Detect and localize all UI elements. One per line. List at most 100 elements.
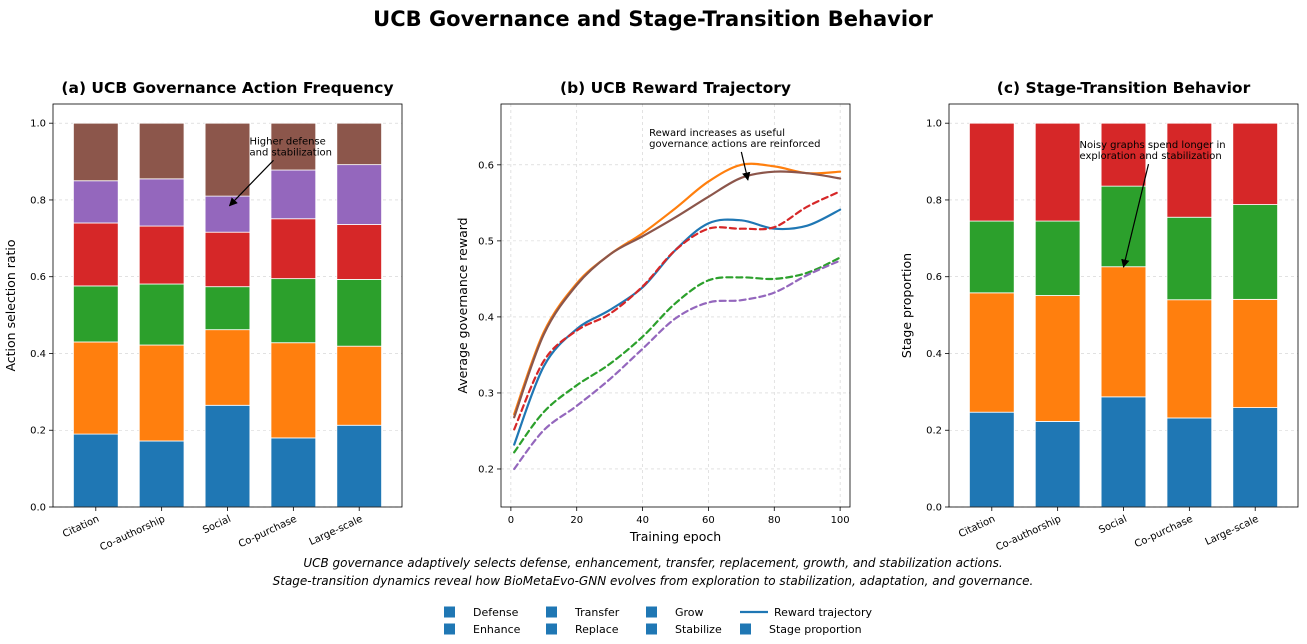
annotation-arrow [1121,163,1150,268]
legend-square-swatch [444,623,455,635]
bar-segment [969,292,1015,413]
annotation-text: Reward increases as useful [649,128,785,139]
series-line [513,256,842,454]
bar-segment [1100,396,1147,508]
series-line [513,208,842,446]
bar-segment [1034,122,1081,222]
y-tick-label: 0.8 [30,195,46,206]
y-tick-label: 0.2 [30,426,46,437]
bar-segment [270,342,317,439]
x-tick-label: Citation [61,514,101,540]
y-tick-label: 0.4 [478,312,494,323]
bar-segment [336,345,382,426]
bar-segment [1232,204,1278,300]
y-axis-label: Average governance reward [455,217,470,393]
legend: Defense Enhance Transfer Replace Grow Stabili… [444,606,872,636]
y-tick-label: 0.8 [926,195,942,206]
panel-reward-trajectory: (b) UCB Reward Trajectory 0.2 0.3 0.4 0.5 0.6… [455,79,851,544]
caption-line-2: Stage-transition dynamics reveal how Bio… [273,574,1034,588]
legend-label: Enhance [473,623,521,636]
bar-segment [270,218,317,280]
legend-item: Enhance [444,623,521,636]
bar-segment [969,122,1015,222]
bar-segment [1166,299,1213,419]
bar-segment [138,440,185,508]
axes-frame [948,103,1299,508]
legend-square-swatch [646,606,657,618]
legend-label: Stabilize [675,623,722,636]
bar-segment [204,329,251,406]
bar-segment [73,180,119,224]
annotation-text: governance actions are reinforced [649,139,820,150]
legend-item: Defense [444,606,519,619]
bar-segment [1166,417,1213,508]
y-tick-label: 0.2 [478,464,494,475]
series-line [513,170,842,419]
legend-square-swatch [646,623,657,635]
bar-segment [138,283,185,346]
bar-segment [1166,122,1213,218]
bar-segment [73,285,119,343]
bar-segment [1034,220,1081,296]
y-tick-label: 0.0 [926,503,942,514]
y-tick-label: 0.3 [478,388,494,399]
bar-segment [336,122,382,166]
caption-line-1: UCB governance adaptively selects defens… [303,556,1002,570]
series-line [513,190,842,431]
bar-segment [336,279,382,347]
axes-frame [500,103,851,508]
x-tick-label: 100 [831,515,850,526]
legend-label: Defense [473,606,519,619]
legend-square-swatch [546,623,557,635]
legend-square-swatch [546,606,557,618]
annotation-arrow [740,151,751,181]
x-tick-label: Co-purchase [237,514,299,551]
x-tick-label: 0 [508,515,514,526]
y-axis-label: Action selection ratio [3,239,18,371]
bar-segment [204,122,251,197]
x-tick-label: Large-scale [308,514,365,548]
y-tick-label: 0.2 [926,426,942,437]
x-tick-label: 60 [702,515,715,526]
legend-item: Stabilize [646,623,722,636]
bar-segment [1034,421,1081,508]
bar-segment [1100,266,1147,398]
legend-item: Transfer [546,606,620,619]
x-tick-label: Social [201,514,233,537]
legend-label: Replace [575,623,619,636]
bar-segment [138,344,185,442]
bar-segment [1232,298,1278,408]
y-tick-label: 0.4 [30,349,46,360]
y-axis-label: Stage proportion [899,253,914,358]
panel-title: (c) Stage-Transition Behavior [997,79,1251,97]
series-line [513,259,842,471]
x-tick-label: Co-purchase [1133,514,1195,551]
bar-segment [969,220,1015,294]
axes-frame [52,103,403,508]
series-line [513,162,842,416]
bar-segment [969,411,1015,508]
bar-segment [138,225,185,285]
y-tick-label: 0.6 [30,272,46,283]
bar-segment [138,122,185,180]
panel-action-frequency: (a) UCB Governance Action Frequency 0.0 0.… [3,79,403,554]
bar-segment [336,424,382,508]
bar-segment [270,122,317,171]
bar-segment [73,433,119,508]
x-axis-label: Training epoch [629,529,721,544]
bar-segment [270,278,317,344]
bar-segment [336,164,382,225]
legend-label: Stage proportion [769,623,862,636]
legend-square-swatch [444,606,455,618]
annotation-text: and stabilization [250,147,332,158]
x-tick-label: 40 [636,515,649,526]
bar-segment [270,169,317,220]
bar-segment [1232,407,1278,508]
bar-segment [204,231,251,288]
bar-segment [1232,122,1278,205]
bar-segment [204,195,251,233]
panel-title: (b) UCB Reward Trajectory [560,79,791,97]
bar-segment [204,286,251,331]
bar-segment [204,404,251,508]
bar-segment [73,341,119,435]
